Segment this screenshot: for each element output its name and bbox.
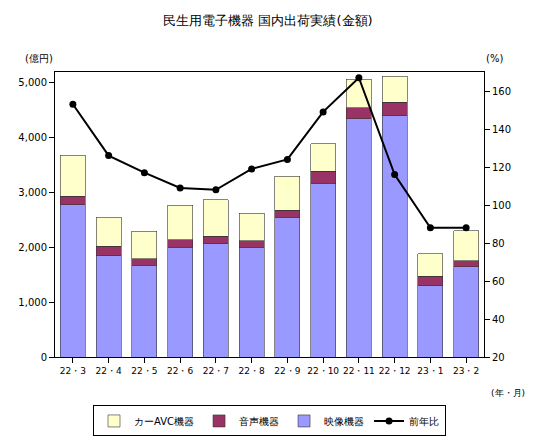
svg-text:音声機器: 音声機器 [239, 416, 279, 427]
svg-text:22・3: 22・3 [60, 366, 86, 376]
svg-text:160: 160 [492, 86, 511, 97]
svg-text:22・6: 22・6 [167, 366, 193, 376]
svg-text:22・4: 22・4 [96, 366, 122, 376]
svg-text:民生用電子機器 国内出荷実績(金額): 民生用電子機器 国内出荷実績(金額) [163, 13, 372, 28]
svg-text:23・1: 23・1 [417, 366, 443, 376]
svg-text:(年・月): (年・月) [491, 388, 525, 398]
svg-text:(億円): (億円) [25, 53, 53, 64]
svg-text:カーAVC機器: カーAVC機器 [134, 416, 194, 427]
svg-text:5,000: 5,000 [18, 77, 47, 88]
svg-text:120: 120 [492, 162, 511, 173]
svg-text:22・7: 22・7 [203, 366, 229, 376]
svg-text:22・9: 22・9 [274, 366, 300, 376]
svg-text:3,000: 3,000 [18, 187, 47, 198]
svg-text:22・5: 22・5 [131, 366, 157, 376]
svg-text:20: 20 [492, 352, 505, 363]
svg-text:100: 100 [492, 200, 511, 211]
svg-text:40: 40 [492, 314, 505, 325]
svg-text:(%): (%) [486, 53, 503, 64]
svg-text:前年比: 前年比 [409, 416, 439, 427]
svg-text:0: 0 [41, 352, 47, 363]
svg-text:1,000: 1,000 [18, 297, 47, 308]
svg-text:22・11: 22・11 [343, 366, 375, 376]
svg-text:4,000: 4,000 [18, 132, 47, 143]
svg-text:22・8: 22・8 [239, 366, 265, 376]
svg-text:22・10: 22・10 [307, 366, 339, 376]
svg-text:140: 140 [492, 124, 511, 135]
svg-text:80: 80 [492, 238, 505, 249]
svg-text:23・2: 23・2 [453, 366, 479, 376]
svg-text:22・12: 22・12 [379, 366, 411, 376]
svg-text:映像機器: 映像機器 [324, 416, 364, 427]
svg-text:60: 60 [492, 276, 505, 287]
svg-text:2,000: 2,000 [18, 242, 47, 253]
